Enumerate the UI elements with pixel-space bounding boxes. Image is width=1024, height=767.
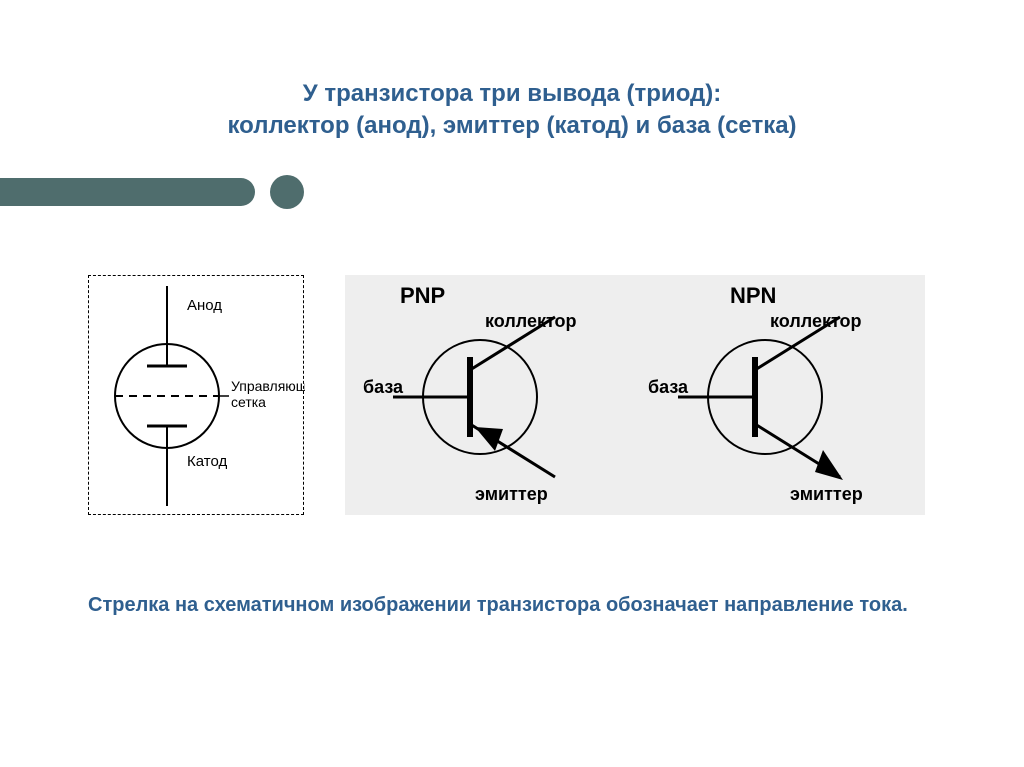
pnp-base-label: база — [363, 377, 404, 397]
triode-svg: Анод Управляющая сетка Катод — [89, 276, 305, 516]
pnp-heading: PNP — [400, 283, 445, 308]
transistor-svg: PNP коллектор база эмиттер NPN коллектор… — [345, 275, 925, 515]
npn-emitter-label: эмиттер — [790, 484, 863, 504]
grid-label-1: Управляющая — [231, 378, 305, 394]
npn-collector-label: коллектор — [770, 311, 862, 331]
pnp-arrow-icon — [475, 427, 503, 451]
npn-heading: NPN — [730, 283, 776, 308]
footer-text: Стрелка на схематичном изображении транз… — [88, 590, 936, 620]
title-line-2: коллектор (анод), эмиттер (катод) и база… — [0, 110, 1024, 142]
npn-arrow-icon — [815, 450, 843, 480]
grid-label-2: сетка — [231, 394, 266, 410]
pnp-collector-label: коллектор — [485, 311, 577, 331]
accent-dot-icon — [270, 175, 304, 209]
slide-page: У транзистора три вывода (триод): коллек… — [0, 0, 1024, 767]
accent-bar — [0, 178, 255, 206]
title-block: У транзистора три вывода (триод): коллек… — [0, 78, 1024, 143]
triode-diagram: Анод Управляющая сетка Катод — [88, 275, 304, 515]
npn-base-label: база — [648, 377, 689, 397]
cathode-label: Катод — [187, 453, 227, 470]
anode-label: Анод — [187, 297, 222, 314]
title-line-1: У транзистора три вывода (триод): — [0, 78, 1024, 110]
pnp-emitter-label: эмиттер — [475, 484, 548, 504]
transistor-diagram: PNP коллектор база эмиттер NPN коллектор… — [345, 275, 925, 515]
